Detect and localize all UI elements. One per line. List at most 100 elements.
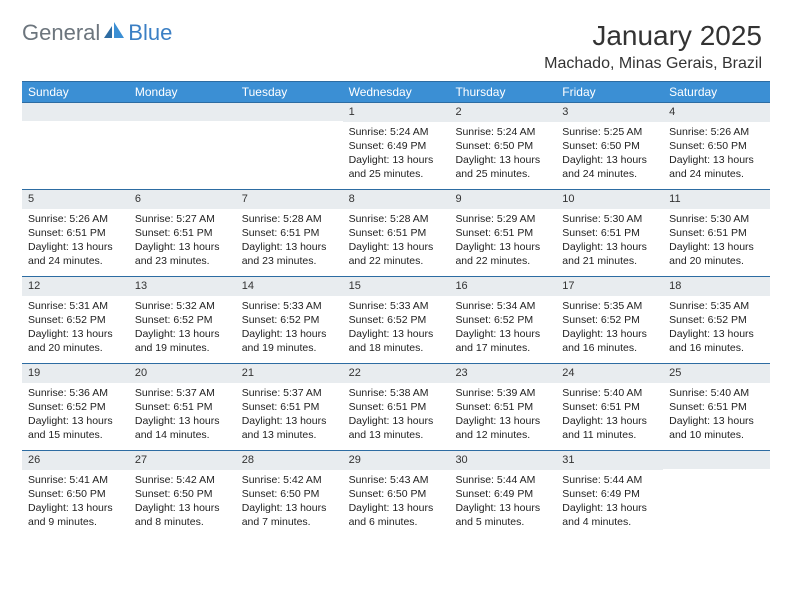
day-cell: 14Sunrise: 5:33 AMSunset: 6:52 PMDayligh… bbox=[236, 277, 343, 363]
sunrise-line: Sunrise: 5:26 AM bbox=[669, 125, 764, 139]
logo-text-general: General bbox=[22, 20, 100, 46]
day-number: 22 bbox=[343, 364, 450, 383]
day-cell: 24Sunrise: 5:40 AMSunset: 6:51 PMDayligh… bbox=[556, 364, 663, 450]
sunset-line: Sunset: 6:52 PM bbox=[242, 313, 337, 327]
daylight-line: Daylight: 13 hours and 16 minutes. bbox=[562, 327, 657, 355]
weekday-header-row: SundayMondayTuesdayWednesdayThursdayFrid… bbox=[22, 82, 770, 102]
sunset-line: Sunset: 6:51 PM bbox=[349, 226, 444, 240]
day-number: 1 bbox=[343, 103, 450, 122]
daylight-line: Daylight: 13 hours and 22 minutes. bbox=[455, 240, 550, 268]
logo-text-blue: Blue bbox=[128, 20, 172, 46]
week-row: 12Sunrise: 5:31 AMSunset: 6:52 PMDayligh… bbox=[22, 276, 770, 363]
day-number: 5 bbox=[22, 190, 129, 209]
sunrise-line: Sunrise: 5:26 AM bbox=[28, 212, 123, 226]
day-body: Sunrise: 5:37 AMSunset: 6:51 PMDaylight:… bbox=[236, 383, 343, 449]
day-number: 4 bbox=[663, 103, 770, 122]
daylight-line: Daylight: 13 hours and 24 minutes. bbox=[562, 153, 657, 181]
sunrise-line: Sunrise: 5:44 AM bbox=[455, 473, 550, 487]
day-body: Sunrise: 5:28 AMSunset: 6:51 PMDaylight:… bbox=[236, 209, 343, 275]
day-number: 7 bbox=[236, 190, 343, 209]
day-body: Sunrise: 5:33 AMSunset: 6:52 PMDaylight:… bbox=[343, 296, 450, 362]
day-body: Sunrise: 5:42 AMSunset: 6:50 PMDaylight:… bbox=[129, 470, 236, 536]
day-body: Sunrise: 5:40 AMSunset: 6:51 PMDaylight:… bbox=[663, 383, 770, 449]
sunset-line: Sunset: 6:52 PM bbox=[455, 313, 550, 327]
daylight-line: Daylight: 13 hours and 21 minutes. bbox=[562, 240, 657, 268]
sunrise-line: Sunrise: 5:29 AM bbox=[455, 212, 550, 226]
month-title: January 2025 bbox=[544, 20, 762, 52]
day-cell: 30Sunrise: 5:44 AMSunset: 6:49 PMDayligh… bbox=[449, 451, 556, 537]
sunset-line: Sunset: 6:51 PM bbox=[242, 400, 337, 414]
day-body: Sunrise: 5:30 AMSunset: 6:51 PMDaylight:… bbox=[663, 209, 770, 275]
day-cell: 9 Sunrise: 5:29 AMSunset: 6:51 PMDaylight… bbox=[449, 190, 556, 276]
sunset-line: Sunset: 6:51 PM bbox=[28, 226, 123, 240]
sunset-line: Sunset: 6:51 PM bbox=[242, 226, 337, 240]
daylight-line: Daylight: 13 hours and 24 minutes. bbox=[28, 240, 123, 268]
daylight-line: Daylight: 13 hours and 22 minutes. bbox=[349, 240, 444, 268]
day-number: 29 bbox=[343, 451, 450, 470]
sunset-line: Sunset: 6:50 PM bbox=[455, 139, 550, 153]
day-body: Sunrise: 5:36 AMSunset: 6:52 PMDaylight:… bbox=[22, 383, 129, 449]
day-cell: 26Sunrise: 5:41 AMSunset: 6:50 PMDayligh… bbox=[22, 451, 129, 537]
day-number: 10 bbox=[556, 190, 663, 209]
weekday-header: Saturday bbox=[663, 82, 770, 102]
empty-day bbox=[663, 451, 770, 537]
daylight-line: Daylight: 13 hours and 7 minutes. bbox=[242, 501, 337, 529]
week-row: 26Sunrise: 5:41 AMSunset: 6:50 PMDayligh… bbox=[22, 450, 770, 537]
day-number: 30 bbox=[449, 451, 556, 470]
sunset-line: Sunset: 6:50 PM bbox=[562, 139, 657, 153]
day-cell: 2Sunrise: 5:24 AMSunset: 6:50 PMDaylight… bbox=[449, 103, 556, 189]
day-body: Sunrise: 5:31 AMSunset: 6:52 PMDaylight:… bbox=[22, 296, 129, 362]
sunset-line: Sunset: 6:52 PM bbox=[28, 313, 123, 327]
day-number: 14 bbox=[236, 277, 343, 296]
day-number: 9 bbox=[449, 190, 556, 209]
sunrise-line: Sunrise: 5:35 AM bbox=[669, 299, 764, 313]
weekday-header: Monday bbox=[129, 82, 236, 102]
day-cell: 23Sunrise: 5:39 AMSunset: 6:51 PMDayligh… bbox=[449, 364, 556, 450]
daylight-line: Daylight: 13 hours and 13 minutes. bbox=[349, 414, 444, 442]
day-cell: 31Sunrise: 5:44 AMSunset: 6:49 PMDayligh… bbox=[556, 451, 663, 537]
day-cell: 4Sunrise: 5:26 AMSunset: 6:50 PMDaylight… bbox=[663, 103, 770, 189]
sunset-line: Sunset: 6:51 PM bbox=[562, 400, 657, 414]
sunset-line: Sunset: 6:51 PM bbox=[135, 400, 230, 414]
day-cell: 10Sunrise: 5:30 AMSunset: 6:51 PMDayligh… bbox=[556, 190, 663, 276]
sunrise-line: Sunrise: 5:34 AM bbox=[455, 299, 550, 313]
day-body: Sunrise: 5:44 AMSunset: 6:49 PMDaylight:… bbox=[556, 470, 663, 536]
sunset-line: Sunset: 6:51 PM bbox=[135, 226, 230, 240]
sunset-line: Sunset: 6:49 PM bbox=[562, 487, 657, 501]
daylight-line: Daylight: 13 hours and 25 minutes. bbox=[349, 153, 444, 181]
day-number: 16 bbox=[449, 277, 556, 296]
daylight-line: Daylight: 13 hours and 24 minutes. bbox=[669, 153, 764, 181]
weekday-header: Thursday bbox=[449, 82, 556, 102]
sunrise-line: Sunrise: 5:43 AM bbox=[349, 473, 444, 487]
sunrise-line: Sunrise: 5:28 AM bbox=[349, 212, 444, 226]
day-cell: 21Sunrise: 5:37 AMSunset: 6:51 PMDayligh… bbox=[236, 364, 343, 450]
sunset-line: Sunset: 6:50 PM bbox=[135, 487, 230, 501]
sunrise-line: Sunrise: 5:32 AM bbox=[135, 299, 230, 313]
calendar: SundayMondayTuesdayWednesdayThursdayFrid… bbox=[22, 81, 770, 537]
daylight-line: Daylight: 13 hours and 9 minutes. bbox=[28, 501, 123, 529]
sunrise-line: Sunrise: 5:36 AM bbox=[28, 386, 123, 400]
daylight-line: Daylight: 13 hours and 11 minutes. bbox=[562, 414, 657, 442]
day-number: 25 bbox=[663, 364, 770, 383]
sunset-line: Sunset: 6:49 PM bbox=[455, 487, 550, 501]
day-body: Sunrise: 5:34 AMSunset: 6:52 PMDaylight:… bbox=[449, 296, 556, 362]
empty-day bbox=[22, 103, 129, 189]
sunset-line: Sunset: 6:52 PM bbox=[28, 400, 123, 414]
week-row: 19Sunrise: 5:36 AMSunset: 6:52 PMDayligh… bbox=[22, 363, 770, 450]
day-body: Sunrise: 5:24 AMSunset: 6:50 PMDaylight:… bbox=[449, 122, 556, 188]
daylight-line: Daylight: 13 hours and 8 minutes. bbox=[135, 501, 230, 529]
day-cell: 22Sunrise: 5:38 AMSunset: 6:51 PMDayligh… bbox=[343, 364, 450, 450]
day-body: Sunrise: 5:38 AMSunset: 6:51 PMDaylight:… bbox=[343, 383, 450, 449]
day-body: Sunrise: 5:32 AMSunset: 6:52 PMDaylight:… bbox=[129, 296, 236, 362]
daylight-line: Daylight: 13 hours and 14 minutes. bbox=[135, 414, 230, 442]
sunrise-line: Sunrise: 5:30 AM bbox=[669, 212, 764, 226]
day-cell: 13Sunrise: 5:32 AMSunset: 6:52 PMDayligh… bbox=[129, 277, 236, 363]
day-body: Sunrise: 5:37 AMSunset: 6:51 PMDaylight:… bbox=[129, 383, 236, 449]
day-body: Sunrise: 5:26 AMSunset: 6:50 PMDaylight:… bbox=[663, 122, 770, 188]
day-body: Sunrise: 5:44 AMSunset: 6:49 PMDaylight:… bbox=[449, 470, 556, 536]
day-body: Sunrise: 5:26 AMSunset: 6:51 PMDaylight:… bbox=[22, 209, 129, 275]
weekday-header: Sunday bbox=[22, 82, 129, 102]
day-cell: 16Sunrise: 5:34 AMSunset: 6:52 PMDayligh… bbox=[449, 277, 556, 363]
sunset-line: Sunset: 6:51 PM bbox=[455, 226, 550, 240]
sunrise-line: Sunrise: 5:38 AM bbox=[349, 386, 444, 400]
